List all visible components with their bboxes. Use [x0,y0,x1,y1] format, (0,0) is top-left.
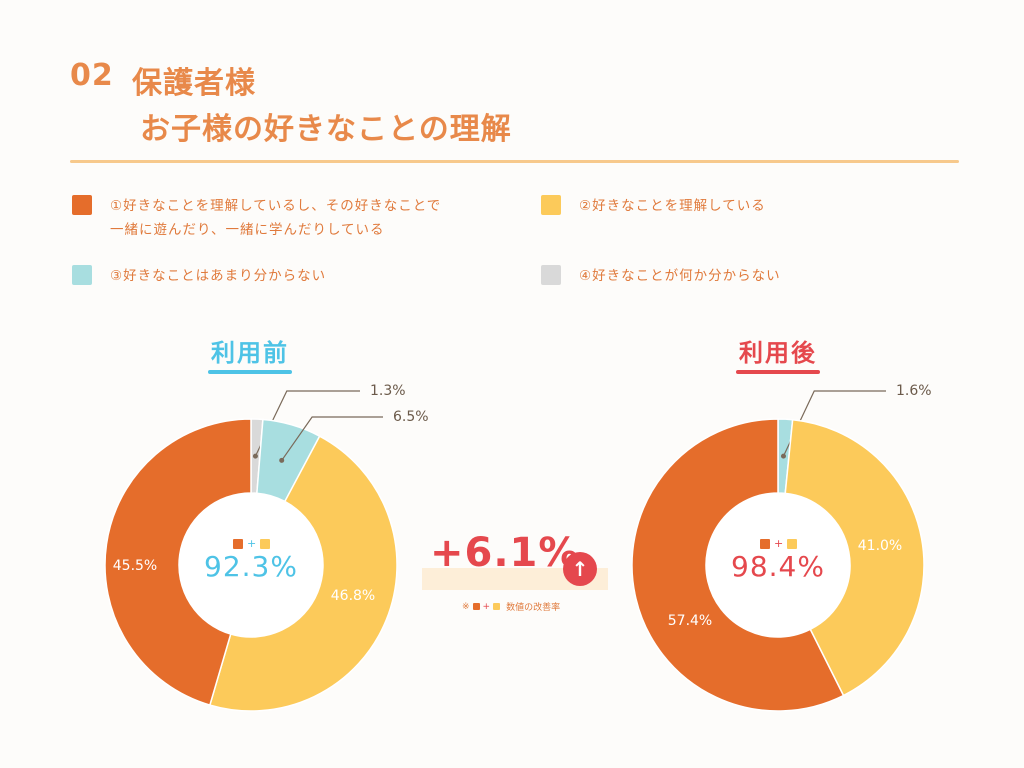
center-total-before: 92.3% [204,550,298,583]
section-title-line2: お子様の好きなことの理解 [140,112,512,147]
legend-item-3: ③好きなことはあまり分からない [72,264,326,288]
donut-1-label-0: 57.4% [668,613,712,629]
center-legend-before: + [233,537,271,550]
note-swatch-orange [472,603,480,610]
donut-0-hole [179,493,323,637]
legend-label-1-line1: ①好きなことを理解しているし、その好きなことで [110,198,442,214]
center-swatch-orange-before [233,538,243,549]
legend-swatch-2 [541,195,561,215]
legend-label-1: ①好きなことを理解しているし、その好きなことで 一緒に遊んだり、一緒に学んだりし… [110,194,441,242]
legend-label-2: ②好きなことを理解している [579,198,766,214]
donut-1-label-1: 41.0% [858,538,902,554]
donut-0-leader-dot-3 [252,453,258,459]
title-divider [70,160,959,163]
arrow-up-icon: ↑ [563,552,597,586]
center-plus-after: + [774,537,784,550]
improvement-highlight [422,568,608,590]
legend-swatch-3 [72,265,92,285]
note-text: 数値の改善率 [506,603,561,613]
donut-1-leader-dot-2 [780,453,786,459]
donut-0-label-0: 45.5% [113,558,157,574]
legend-item-2: ②好きなことを理解している [541,194,766,218]
legend-label-4: ④好きなことが何か分からない [579,268,781,284]
center-total-after: 98.4% [731,550,825,583]
donut-0-label-1: 46.8% [331,588,375,604]
section-number: 02 [70,58,114,93]
center-plus-before: + [247,537,257,550]
chart-title-after: 利用後 [739,339,817,367]
chart-title-before: 利用前 [211,339,289,367]
donut-0-leader-dot-2 [279,457,285,463]
center-legend-after: + [760,537,798,550]
donut-0-label-2: 6.5% [393,409,429,425]
center-swatch-yellow-after [787,538,798,549]
donut-1-hole [706,493,850,637]
donut-1-label-2: 1.6% [896,383,932,399]
chart-title-before-underline [208,370,292,374]
section-title-line1: 保護者様 [132,66,256,101]
donut-0-label-3: 1.3% [370,383,406,399]
improvement-note: ※ + 数値の改善率 [462,600,561,614]
chart-title-after-underline [736,370,820,374]
note-plus: + [482,601,491,612]
legend-label-1-line2: 一緒に遊んだり、一緒に学んだりしている [110,222,385,238]
improvement-value: +6.1% [430,530,580,576]
legend-item-1: ①好きなことを理解しているし、その好きなことで 一緒に遊んだり、一緒に学んだりし… [72,194,441,242]
legend-swatch-4 [541,265,561,285]
note-swatch-yellow [493,603,501,610]
legend-swatch-1 [72,195,92,215]
center-swatch-yellow-before [260,538,271,549]
donut-0-leader-2 [281,416,383,461]
legend-item-4: ④好きなことが何か分からない [541,264,781,288]
legend-label-3: ③好きなことはあまり分からない [110,268,327,284]
note-prefix: ※ [462,601,470,612]
center-swatch-orange-after [760,538,770,549]
